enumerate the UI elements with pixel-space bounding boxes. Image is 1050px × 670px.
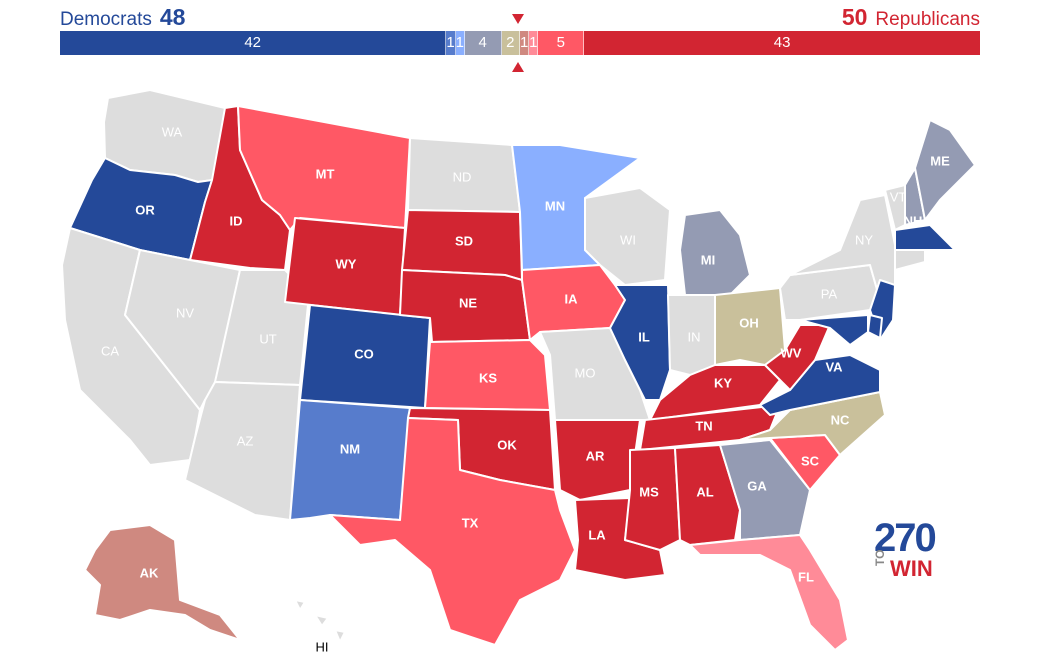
democrats-label: Democrats xyxy=(60,9,152,30)
state-label-IL: IL xyxy=(638,329,650,344)
bar-segment-1: 1 xyxy=(446,31,456,55)
state-label-IN: IN xyxy=(688,329,701,344)
democrats-total: 48 xyxy=(159,4,186,30)
majority-marker-top-icon xyxy=(512,14,524,24)
state-label-AR: AR xyxy=(586,448,605,463)
state-label-TN: TN xyxy=(695,418,712,433)
seat-balance-bar: 42 1 1 4 2 1 1 5 43 xyxy=(60,31,980,55)
state-TX[interactable] xyxy=(329,417,576,646)
bar-segment-2: 1 xyxy=(455,31,465,55)
state-label-PA: PA xyxy=(821,286,838,301)
state-label-CO: CO xyxy=(354,346,374,361)
state-label-MO: MO xyxy=(575,365,596,380)
state-MA[interactable] xyxy=(894,224,956,251)
state-label-ID: ID xyxy=(230,213,243,228)
state-label-VT: VT xyxy=(890,189,907,204)
state-NM[interactable] xyxy=(289,399,411,521)
state-label-GA: GA xyxy=(747,478,767,493)
state-label-WY: WY xyxy=(336,256,357,271)
bar-segment-7: 5 xyxy=(538,31,585,55)
bar-segment-5: 1 xyxy=(519,31,530,55)
state-label-AZ: AZ xyxy=(237,433,254,448)
state-label-ND: ND xyxy=(453,169,472,184)
state-label-SD: SD xyxy=(455,233,473,248)
state-label-WV: WV xyxy=(781,345,802,360)
majority-marker-bottom-icon xyxy=(512,62,524,72)
state-label-NV: NV xyxy=(176,305,194,320)
state-AR[interactable] xyxy=(554,419,641,501)
state-DE[interactable] xyxy=(867,314,883,339)
state-WV[interactable] xyxy=(764,324,831,391)
bar-segment-6: 1 xyxy=(529,31,539,55)
state-label-OK: OK xyxy=(497,437,517,452)
state-label-OR: OR xyxy=(135,202,155,217)
bar-segment-8: 43 xyxy=(584,31,980,55)
state-WI[interactable] xyxy=(584,187,671,286)
state-label-HI: HI xyxy=(316,639,329,654)
state-MI[interactable] xyxy=(679,209,751,296)
state-FL[interactable] xyxy=(689,534,849,651)
state-label-UT: UT xyxy=(259,331,276,346)
state-label-LA: LA xyxy=(588,527,606,542)
logo-number: 270 xyxy=(874,516,937,560)
state-label-MI: MI xyxy=(701,252,715,267)
republicans-label: Republicans xyxy=(875,9,980,30)
us-senate-map: WA OR CA ID NV UT AZ MT WY CO NM ND SD N… xyxy=(61,89,976,654)
state-label-WI: WI xyxy=(620,232,636,247)
logo-to: TO xyxy=(873,549,887,566)
state-label-CA: CA xyxy=(101,343,119,358)
state-label-NM: NM xyxy=(340,441,360,456)
state-label-NC: NC xyxy=(831,412,850,427)
logo-win: WIN xyxy=(890,556,933,581)
state-label-NE: NE xyxy=(459,295,477,310)
state-label-NH: NH xyxy=(904,213,923,228)
democrats-header: Democrats 48 xyxy=(60,4,185,31)
state-label-KY: KY xyxy=(714,375,732,390)
state-MD[interactable] xyxy=(799,314,869,346)
state-label-OH: OH xyxy=(739,315,759,330)
state-label-MT: MT xyxy=(316,166,335,181)
state-AZ[interactable] xyxy=(184,381,301,521)
state-NC[interactable] xyxy=(739,391,886,456)
state-label-AL: AL xyxy=(696,484,713,499)
state-KS[interactable] xyxy=(424,339,551,411)
state-label-AK: AK xyxy=(140,565,159,580)
state-label-IA: IA xyxy=(565,291,579,306)
state-label-MN: MN xyxy=(545,198,565,213)
state-label-WA: WA xyxy=(162,124,183,139)
bar-segment-4: 2 xyxy=(501,31,520,55)
state-label-TX: TX xyxy=(462,515,479,530)
state-label-NY: NY xyxy=(855,232,873,247)
state-HI[interactable] xyxy=(294,599,346,643)
bar-segment-0: 42 xyxy=(60,31,447,55)
state-label-KS: KS xyxy=(479,370,497,385)
bar-segment-3: 4 xyxy=(464,31,502,55)
state-label-VA: VA xyxy=(825,359,843,374)
state-ME[interactable] xyxy=(914,119,976,221)
state-AK[interactable] xyxy=(84,524,241,641)
republicans-header: 50 Republicans xyxy=(842,4,980,31)
state-label-FL: FL xyxy=(798,569,814,584)
republicans-total: 50 xyxy=(841,4,868,30)
270towin-logo[interactable]: 270 TO WIN xyxy=(872,516,952,586)
state-label-ME: ME xyxy=(930,153,950,168)
state-label-SC: SC xyxy=(801,453,820,468)
state-label-MS: MS xyxy=(639,484,659,499)
